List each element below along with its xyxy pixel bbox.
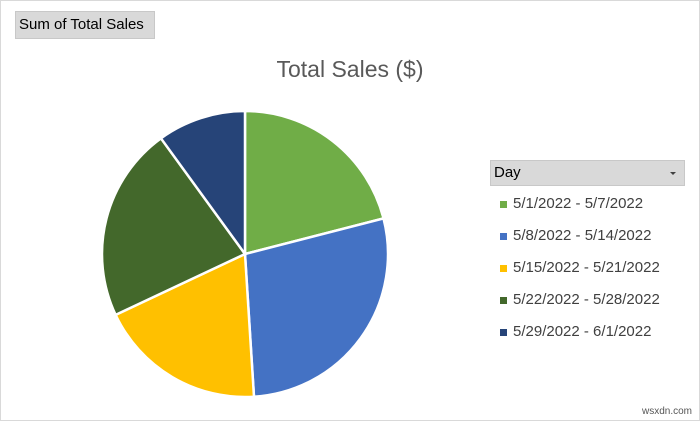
legend: 5/1/2022 - 5/7/2022 5/8/2022 - 5/14/2022 5… [496, 190, 660, 350]
legend-item[interactable]: 5/15/2022 - 5/21/2022 [496, 254, 660, 286]
pie-slice[interactable] [243, 109, 386, 256]
legend-swatch [500, 329, 507, 336]
legend-swatch [500, 201, 507, 208]
legend-item[interactable]: 5/8/2022 - 5/14/2022 [496, 222, 660, 254]
legend-swatch [500, 297, 507, 304]
watermark: wsxdn.com [641, 406, 692, 417]
legend-item[interactable]: 5/1/2022 - 5/7/2022 [496, 190, 660, 222]
legend-swatch [500, 265, 507, 272]
pie-slice[interactable] [100, 136, 247, 317]
legend-swatch [500, 233, 507, 240]
pie-slice[interactable] [159, 109, 247, 258]
legend-filter-button[interactable]: Day [490, 160, 685, 186]
legend-label: 5/8/2022 - 5/14/2022 [513, 227, 652, 244]
legend-label: 5/15/2022 - 5/21/2022 [513, 259, 660, 276]
chart-title: Total Sales ($) [276, 56, 424, 82]
legend-label: 5/22/2022 - 5/28/2022 [513, 291, 660, 308]
legend-item[interactable]: 5/22/2022 - 5/28/2022 [496, 286, 660, 318]
pie-slice[interactable] [243, 216, 390, 399]
pie-slice[interactable] [113, 252, 256, 399]
value-field-label: Sum of Total Sales [19, 16, 144, 33]
value-field-button[interactable]: Sum of Total Sales [15, 11, 155, 39]
chevron-down-icon[interactable] [670, 172, 676, 175]
legend-item[interactable]: 5/29/2022 - 6/1/2022 [496, 318, 660, 350]
legend-label: 5/29/2022 - 6/1/2022 [513, 323, 652, 340]
legend-header-label: Day [494, 164, 521, 181]
pie-chart [100, 109, 390, 399]
legend-label: 5/1/2022 - 5/7/2022 [513, 195, 644, 212]
